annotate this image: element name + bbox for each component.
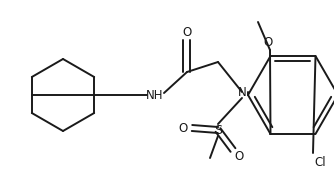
Text: O: O (182, 26, 192, 38)
Text: O: O (178, 122, 188, 134)
Text: O: O (234, 149, 243, 162)
Text: N: N (237, 85, 246, 98)
Text: O: O (264, 36, 273, 48)
Text: S: S (214, 124, 222, 137)
Text: Cl: Cl (314, 157, 326, 169)
Text: NH: NH (146, 88, 164, 102)
